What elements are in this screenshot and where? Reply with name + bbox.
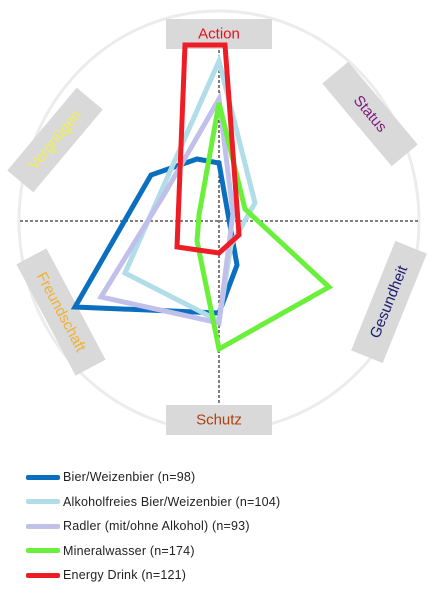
legend-swatch [26, 474, 60, 480]
legend-item: Radler (mit/ohne Alkohol) (n=93) [20, 514, 420, 539]
series-line-3 [97, 91, 236, 327]
legend-label: Bier/Weizenbier (n=98) [63, 470, 196, 485]
legend-swatch [26, 572, 60, 578]
legend-label: Mineralwasser (n=174) [63, 543, 195, 558]
legend-item: Alkoholfreies Bier/Weizenbier (n=104) [20, 490, 420, 515]
legend-swatch [26, 523, 60, 529]
axis-label-status: Status [322, 61, 418, 167]
series-line-5 [174, 42, 242, 256]
legend-label: Energy Drink (n=121) [63, 568, 187, 583]
axis-label-box [351, 240, 427, 364]
legend-swatch [26, 548, 60, 554]
axis-label-box [16, 248, 106, 376]
axis-label-box [7, 87, 103, 193]
axis-label-schutz: Schutz [166, 405, 272, 435]
legend-swatch [26, 499, 60, 505]
axis-label-text: Schutz [196, 412, 242, 429]
series-line-1 [70, 156, 240, 316]
axis-label-freundschaft: Freundschaft [16, 248, 106, 376]
series-line-4 [194, 102, 334, 353]
chart-legend: Bier/Weizenbier (n=98) Alkoholfreies Bier… [20, 465, 420, 588]
axis-label-box [166, 405, 272, 435]
axis-label-box [322, 61, 418, 167]
axis-label-gesundheit: Gesundheit [351, 240, 427, 364]
legend-label: Radler (mit/ohne Alkohol) (n=93) [63, 519, 250, 534]
legend-item: Energy Drink (n=121) [20, 563, 420, 588]
legend-label: Alkoholfreies Bier/Weizenbier (n=104) [63, 494, 281, 509]
legend-item: Mineralwasser (n=174) [20, 539, 420, 564]
radar-chart: Action Status Gesundheit Schutz Freundschaft… [7, 9, 427, 435]
legend-item: Bier/Weizenbier (n=98) [20, 465, 420, 490]
axis-label-text: Action [198, 26, 240, 43]
